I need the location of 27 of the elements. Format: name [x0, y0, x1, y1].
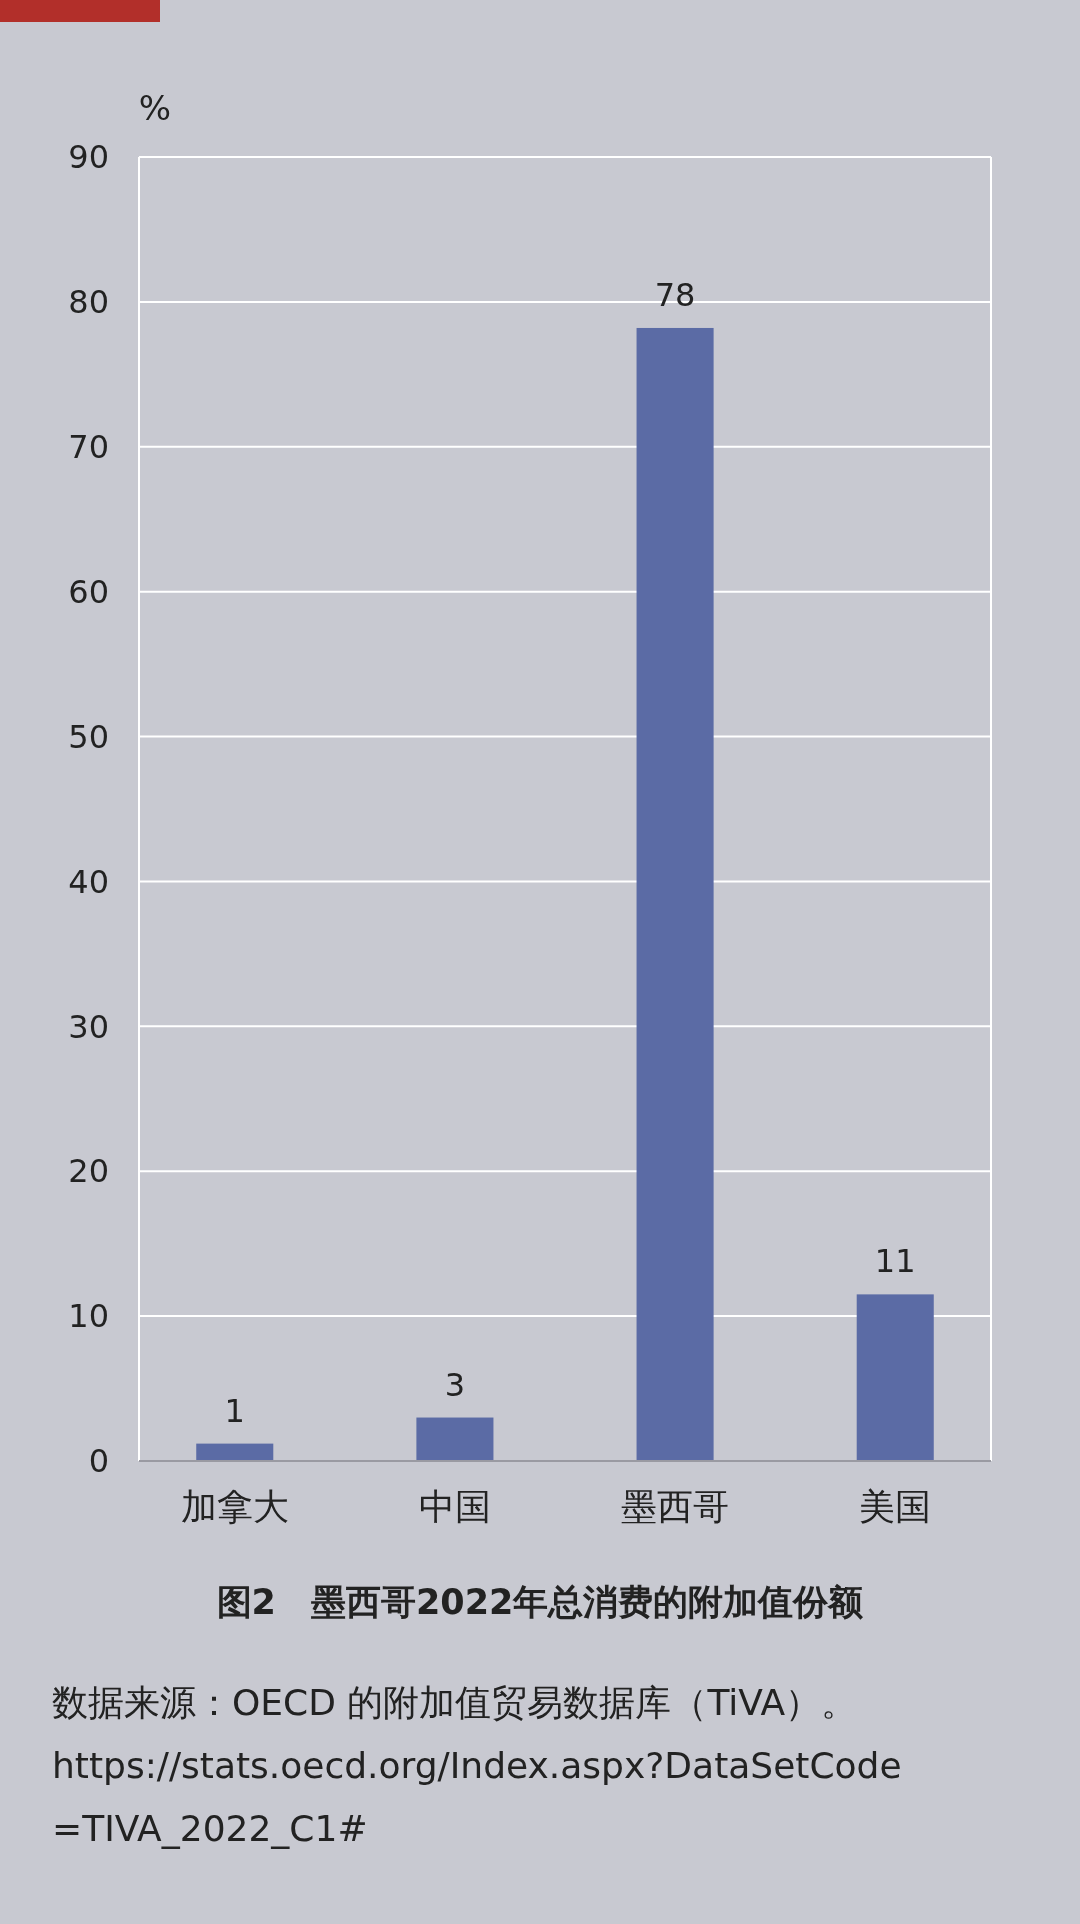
- bar: [636, 327, 714, 1461]
- y-tick-label: 50: [68, 717, 109, 756]
- y-tick-label: 20: [68, 1152, 109, 1191]
- y-tick-label: 70: [68, 427, 109, 466]
- x-tick-label: 美国: [859, 1486, 932, 1527]
- text: 图2 墨西哥2022年总消费的附加值份额: [216, 1582, 864, 1622]
- y-tick-label: 80: [68, 283, 109, 322]
- data-label: 11: [874, 1242, 916, 1281]
- data-label: 78: [654, 275, 696, 314]
- y-tick-label: 40: [68, 862, 109, 901]
- y-tick-label: 10: [68, 1297, 109, 1336]
- text: https://stats.oecd.org/Index.aspx?DataSetCode: [52, 1745, 902, 1786]
- y-tick-label: 90: [68, 138, 109, 177]
- x-tick-label: 墨西哥: [621, 1486, 730, 1527]
- text: =TIVA_2022_C1#: [52, 1808, 368, 1849]
- bar: [856, 1294, 934, 1461]
- y-tick-label: 30: [68, 1007, 109, 1046]
- data-label: 3: [444, 1365, 466, 1404]
- bar: [196, 1443, 274, 1461]
- source-note: 数据来源：OECD 的附加值贸易数据库（TiVA）。: [52, 1682, 858, 1723]
- y-tick-label: 60: [68, 572, 109, 611]
- y-axis-title: %: [138, 88, 172, 128]
- y-tick-label: 0: [88, 1442, 109, 1481]
- x-tick-label: 加拿大: [180, 1486, 289, 1527]
- x-tick-label: 中国: [418, 1486, 491, 1527]
- data-label: 1: [224, 1391, 245, 1430]
- bar: [416, 1417, 494, 1461]
